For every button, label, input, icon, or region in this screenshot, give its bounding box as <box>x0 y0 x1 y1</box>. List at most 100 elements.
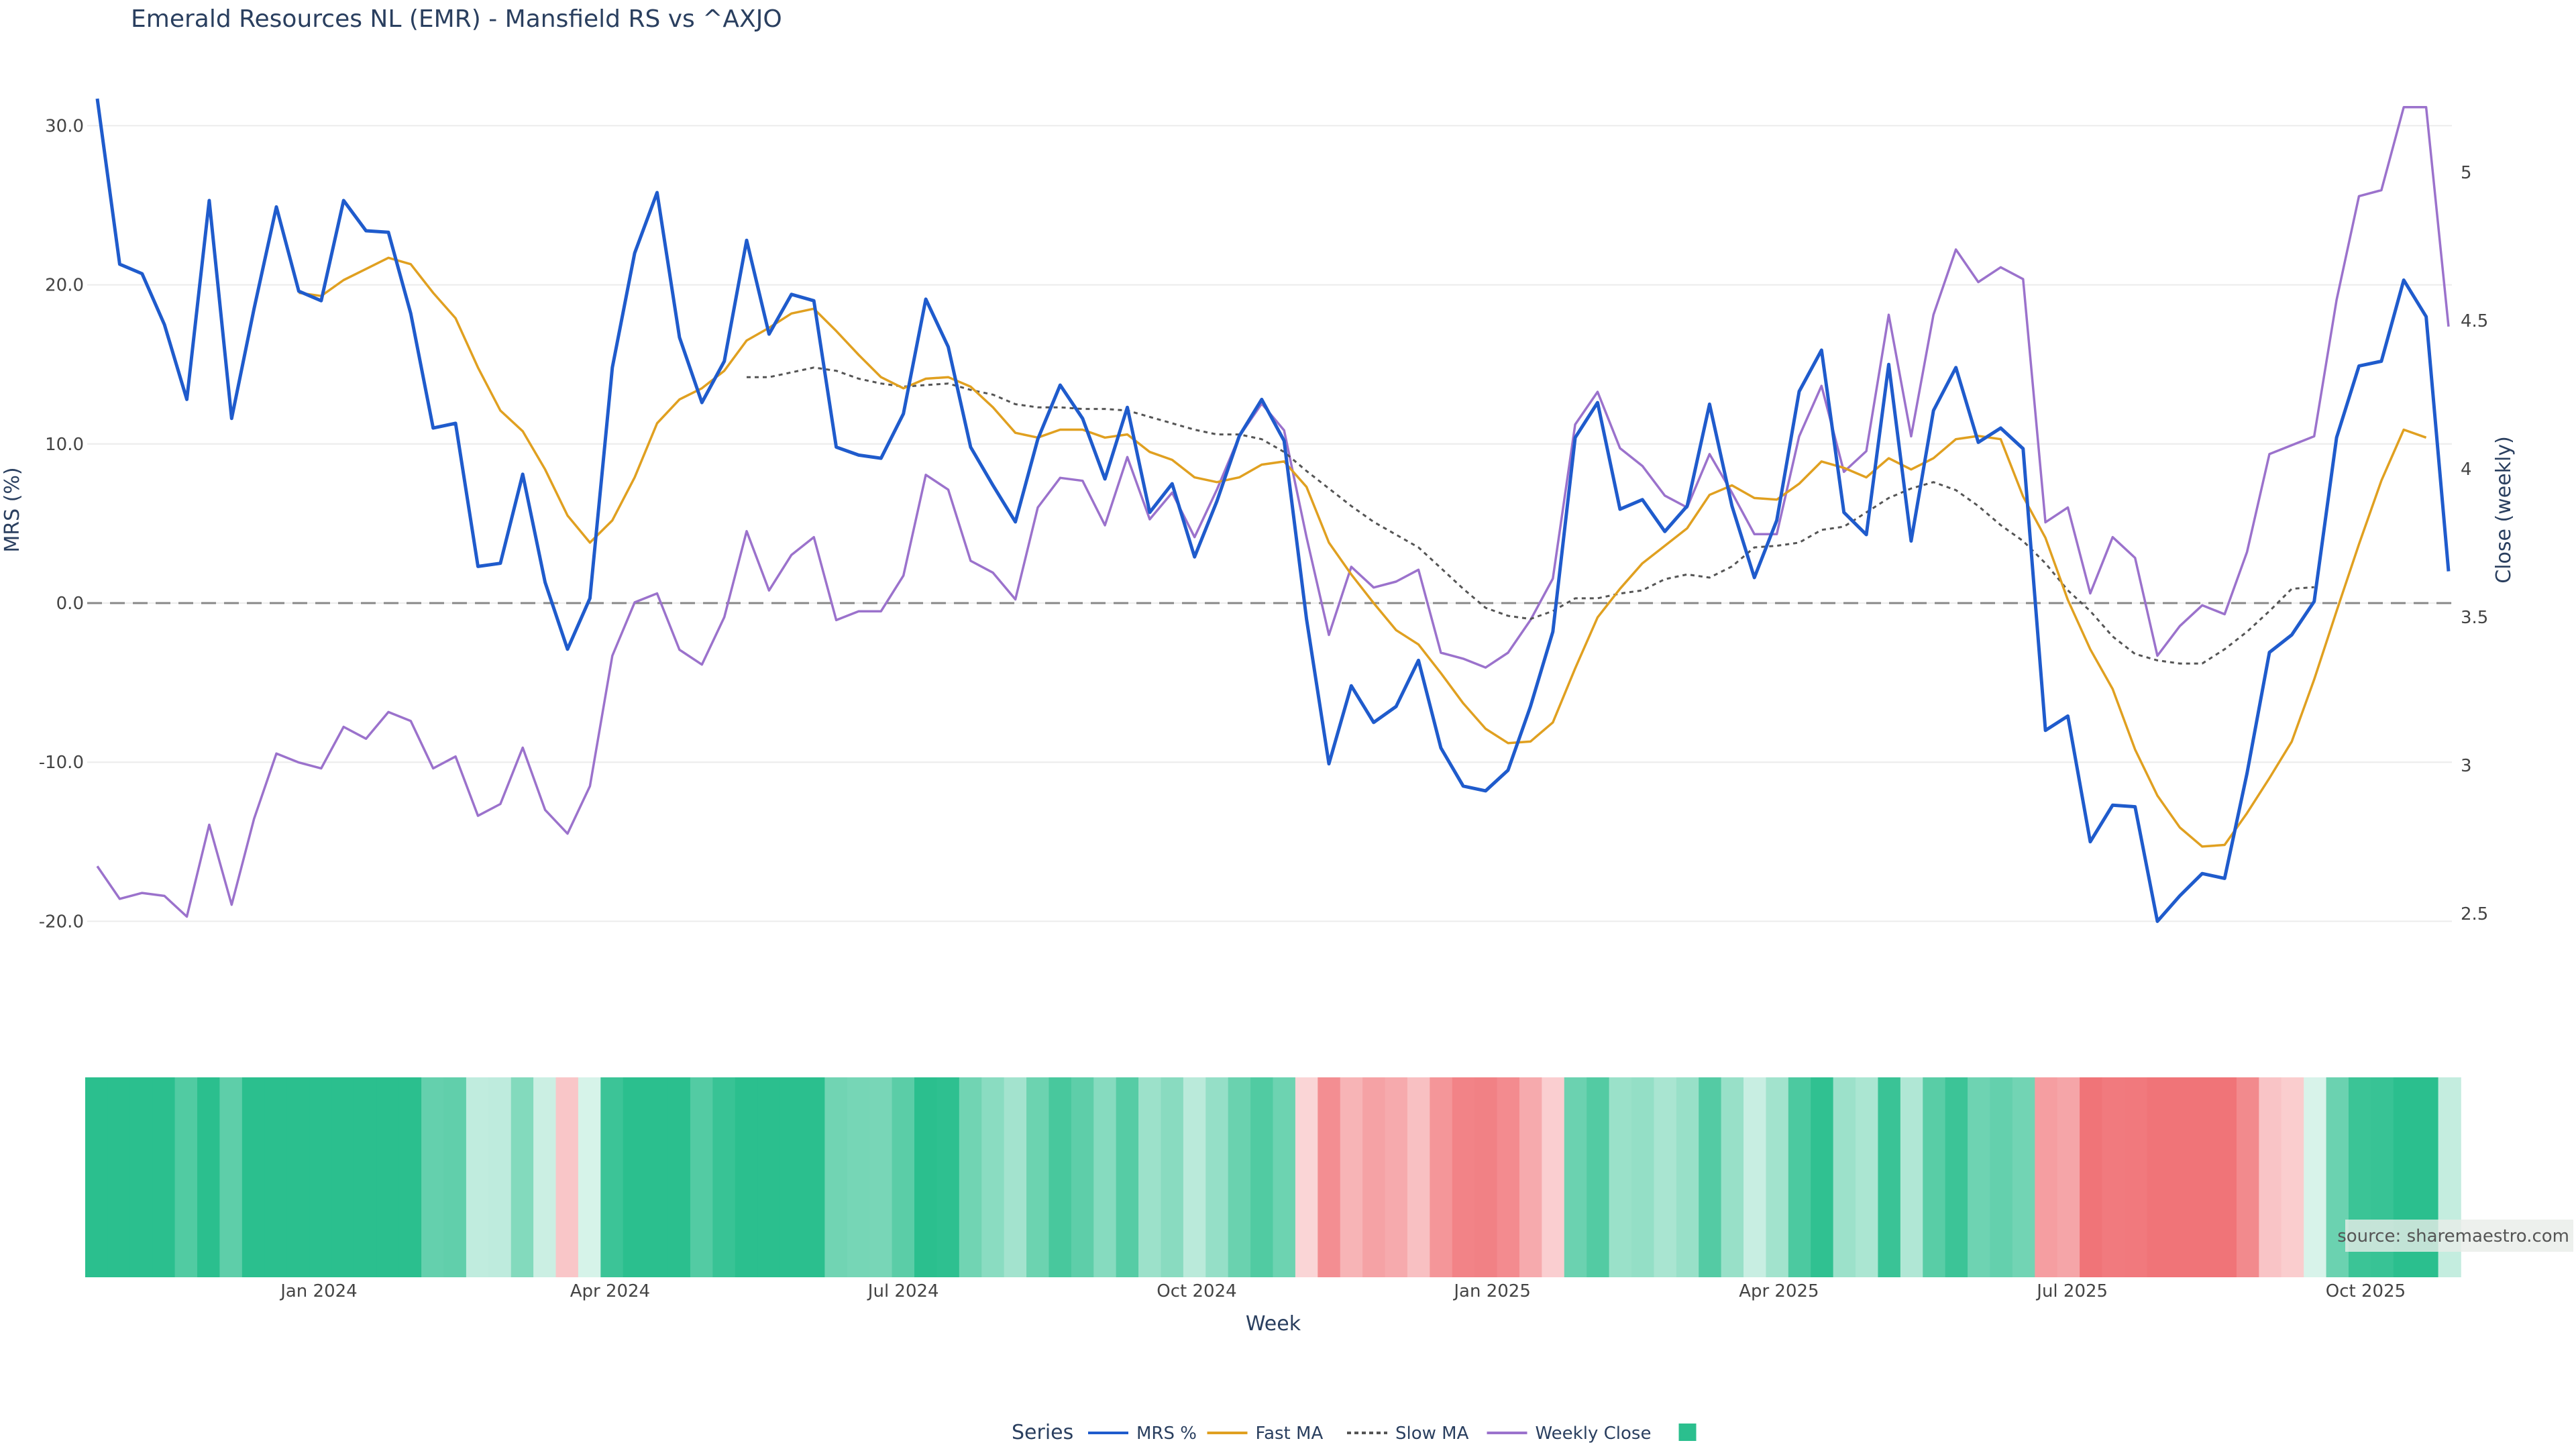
heatmap-cell <box>1631 1077 1655 1277</box>
x-tick-label: Jan 2025 <box>1452 1281 1531 1301</box>
y-left-tick-label: 20.0 <box>45 276 84 296</box>
heatmap-cell <box>1407 1077 1431 1277</box>
heatmap-cell <box>1811 1077 1834 1277</box>
chart-title: Emerald Resources NL (EMR) - Mansfield R… <box>131 5 782 33</box>
heatmap-cell <box>1968 1077 1991 1277</box>
heatmap-cell <box>1183 1077 1207 1277</box>
heatmap-cell <box>623 1077 646 1277</box>
heatmap-cell <box>2304 1077 2327 1277</box>
y-right-tick-label: 5 <box>2461 163 2472 183</box>
heatmap-cell <box>107 1077 131 1277</box>
heatmap-cell <box>1004 1077 1027 1277</box>
heatmap-cell <box>757 1077 781 1277</box>
left-axis: -20.0 -10.0 0.0 10.0 20.0 30.0 <box>39 116 84 932</box>
legend-item <box>1678 1424 1697 1441</box>
heatmap-cell <box>1519 1077 1543 1277</box>
heatmap-cell <box>1990 1077 2013 1277</box>
legend-item: Slow MA <box>1347 1424 1469 1444</box>
heatmap-cell <box>488 1077 512 1277</box>
heatmap-cell <box>152 1077 176 1277</box>
heatmap-cell <box>511 1077 534 1277</box>
x-tick-label: Apr 2025 <box>1739 1281 1819 1301</box>
heatmap-cell <box>1340 1077 1363 1277</box>
x-tick-label: Oct 2025 <box>2326 1281 2406 1301</box>
heatmap-cell <box>2169 1077 2192 1277</box>
y-left-tick-label: 30.0 <box>45 116 84 136</box>
heatmap-cell <box>286 1077 310 1277</box>
heatmap-cell <box>219 1077 243 1277</box>
heatmap-cell <box>1833 1077 1856 1277</box>
legend-label: Slow MA <box>1395 1424 1469 1444</box>
heatmap-cell <box>533 1077 557 1277</box>
heatmap-cell <box>2012 1077 2036 1277</box>
x-tick-label: Jul 2024 <box>867 1281 939 1301</box>
heatmap-cell <box>1228 1077 1251 1277</box>
legend-label: Fast MA <box>1256 1424 1324 1444</box>
heatmap-cell <box>600 1077 624 1277</box>
heatmap-cell <box>1699 1077 1722 1277</box>
heatmap-cell <box>1474 1077 1498 1277</box>
heatmap-cell <box>959 1077 983 1277</box>
heatmap-cell <box>1161 1077 1184 1277</box>
heatmap-cell <box>354 1077 378 1277</box>
heatmap-cell <box>1564 1077 1587 1277</box>
heatmap-cell <box>421 1077 445 1277</box>
heatmap-cell <box>1116 1077 1139 1277</box>
heatmap-cell <box>1205 1077 1229 1277</box>
x-tick-label: Jul 2025 <box>2035 1281 2108 1301</box>
heatmap-cell <box>2035 1077 2058 1277</box>
series-line-mrs- <box>95 98 2451 923</box>
y-left-tick-label: 0.0 <box>56 594 84 614</box>
series-lines <box>95 98 2451 923</box>
legend: Series MRS % Fast MA Slow MA Weekly Close <box>1012 1421 1697 1444</box>
heatmap-cell <box>241 1077 266 1277</box>
heatmap-cell <box>1295 1077 1319 1277</box>
heatmap-cell <box>1900 1077 1924 1277</box>
heatmap-cell <box>824 1077 848 1277</box>
x-axis: Jan 2024 Apr 2024 Jul 2024 Oct 2024 Jan 2025… <box>279 1281 2406 1301</box>
y-left-tick-label: -10.0 <box>39 753 84 773</box>
heatmap-cell <box>466 1077 490 1277</box>
heatmap-cell <box>1676 1077 1700 1277</box>
legend-label: MRS % <box>1136 1424 1197 1444</box>
series-line-weekly-close <box>96 106 2450 918</box>
heatmap-cell <box>1743 1077 1767 1277</box>
y-right-tick-label: 2.5 <box>2461 904 2488 924</box>
heatmap-cell <box>578 1077 602 1277</box>
y-right-tick-label: 3.5 <box>2461 608 2488 628</box>
heatmap-cell <box>1856 1077 1879 1277</box>
heatmap-cell <box>1385 1077 1408 1277</box>
legend-title: Series <box>1012 1421 1073 1444</box>
heatmap-cell <box>2192 1077 2215 1277</box>
source-text: source: sharemaestro.com <box>2337 1226 2569 1246</box>
heatmap-cell <box>331 1077 355 1277</box>
heatmap-cell <box>309 1077 333 1277</box>
legend-label: Weekly Close <box>1536 1424 1652 1444</box>
heatmap-cell <box>1026 1077 1050 1277</box>
y-left-tick-label: -20.0 <box>39 912 84 932</box>
heatmap-cell <box>85 1077 109 1277</box>
heatmap-cell <box>1766 1077 1789 1277</box>
x-tick-label: Oct 2024 <box>1157 1281 1236 1301</box>
heatmap-cell <box>2281 1077 2304 1277</box>
right-axis: 2.5 3 3.5 4 4.5 5 <box>2461 163 2488 924</box>
heatmap-cell <box>1362 1077 1386 1277</box>
heatmap-cell <box>197 1077 221 1277</box>
heatmap-cell <box>667 1077 691 1277</box>
heatmap-cell <box>645 1077 669 1277</box>
heatmap-cell <box>2102 1077 2125 1277</box>
y-right-tick-label: 4.5 <box>2461 311 2488 331</box>
series-line-slow-ma <box>747 366 2314 665</box>
heatmap-cell <box>869 1077 893 1277</box>
heatmap-cell <box>1430 1077 1453 1277</box>
series-line-fast-ma <box>299 256 2427 848</box>
heatmap-cell <box>1923 1077 1946 1277</box>
legend-item: Weekly Close <box>1487 1424 1652 1444</box>
heatmap-cell <box>1587 1077 1610 1277</box>
heatmap-cell <box>735 1077 758 1277</box>
heatmap-cell <box>892 1077 915 1277</box>
heatmap-strip <box>85 1077 2461 1277</box>
heatmap-cell <box>1654 1077 1677 1277</box>
heatmap-cell <box>1788 1077 1812 1277</box>
heatmap-cell <box>1878 1077 1901 1277</box>
